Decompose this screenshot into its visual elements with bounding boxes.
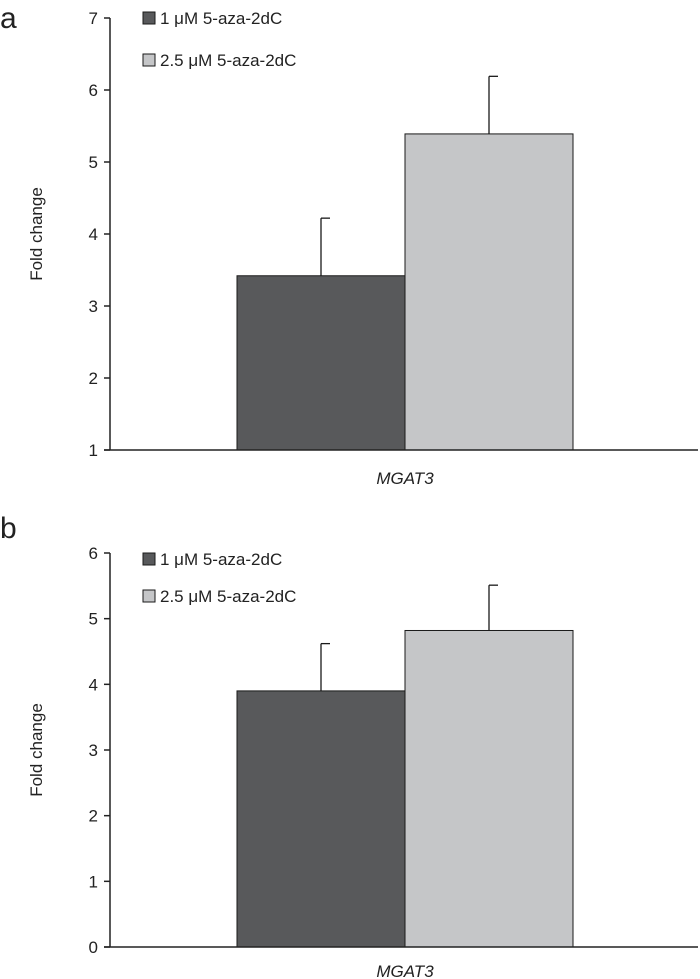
y-tick-label: 4 bbox=[89, 675, 98, 694]
y-axis-title: Fold change bbox=[27, 187, 46, 281]
y-tick-label: 6 bbox=[89, 544, 98, 563]
legend-label: 2.5 μM 5-aza-2dC bbox=[160, 587, 296, 606]
y-tick-label: 2 bbox=[89, 369, 98, 388]
chart-panel-b: b 0 1 2 3 4 5 6 Fold change MGAT3 1 μM 5-aza-2dC 2.… bbox=[0, 512, 698, 979]
y-tick-label: 1 bbox=[89, 441, 98, 460]
y-tick-label: 0 bbox=[89, 938, 98, 957]
y-tick-label: 1 bbox=[89, 872, 98, 891]
legend-swatch bbox=[142, 589, 156, 603]
y-tick-label: 2 bbox=[89, 807, 98, 826]
bar-series-2-5uM bbox=[404, 629, 574, 948]
legend-swatch bbox=[142, 552, 156, 566]
legend-label: 1 μM 5-aza-2dC bbox=[160, 550, 282, 569]
y-tick-label: 4 bbox=[89, 225, 98, 244]
y-tick-label: 7 bbox=[89, 9, 98, 28]
bar-series-1uM bbox=[236, 690, 406, 948]
legend-swatch bbox=[142, 53, 156, 67]
y-tick-label: 5 bbox=[89, 610, 98, 629]
y-tick-label: 3 bbox=[89, 741, 98, 760]
y-tick-label: 3 bbox=[89, 297, 98, 316]
y-axis-title: Fold change bbox=[27, 703, 46, 797]
chart-panel-a: a 1 2 3 4 5 6 7 Fold change MGAT3 1 μM 5-aza-2dC 2.… bbox=[0, 2, 698, 488]
legend-swatch bbox=[142, 11, 156, 25]
panel-letter: a bbox=[0, 2, 17, 35]
x-category-label: MGAT3 bbox=[376, 469, 434, 488]
y-tick-label: 5 bbox=[89, 153, 98, 172]
bar-series-2-5uM bbox=[404, 133, 574, 451]
legend-label: 1 μM 5-aza-2dC bbox=[160, 9, 282, 28]
y-tick-label: 6 bbox=[89, 81, 98, 100]
bar-series-1uM bbox=[236, 275, 406, 451]
x-category-label: MGAT3 bbox=[376, 962, 434, 979]
panel-letter: b bbox=[0, 512, 17, 545]
legend-label: 2.5 μM 5-aza-2dC bbox=[160, 51, 296, 70]
